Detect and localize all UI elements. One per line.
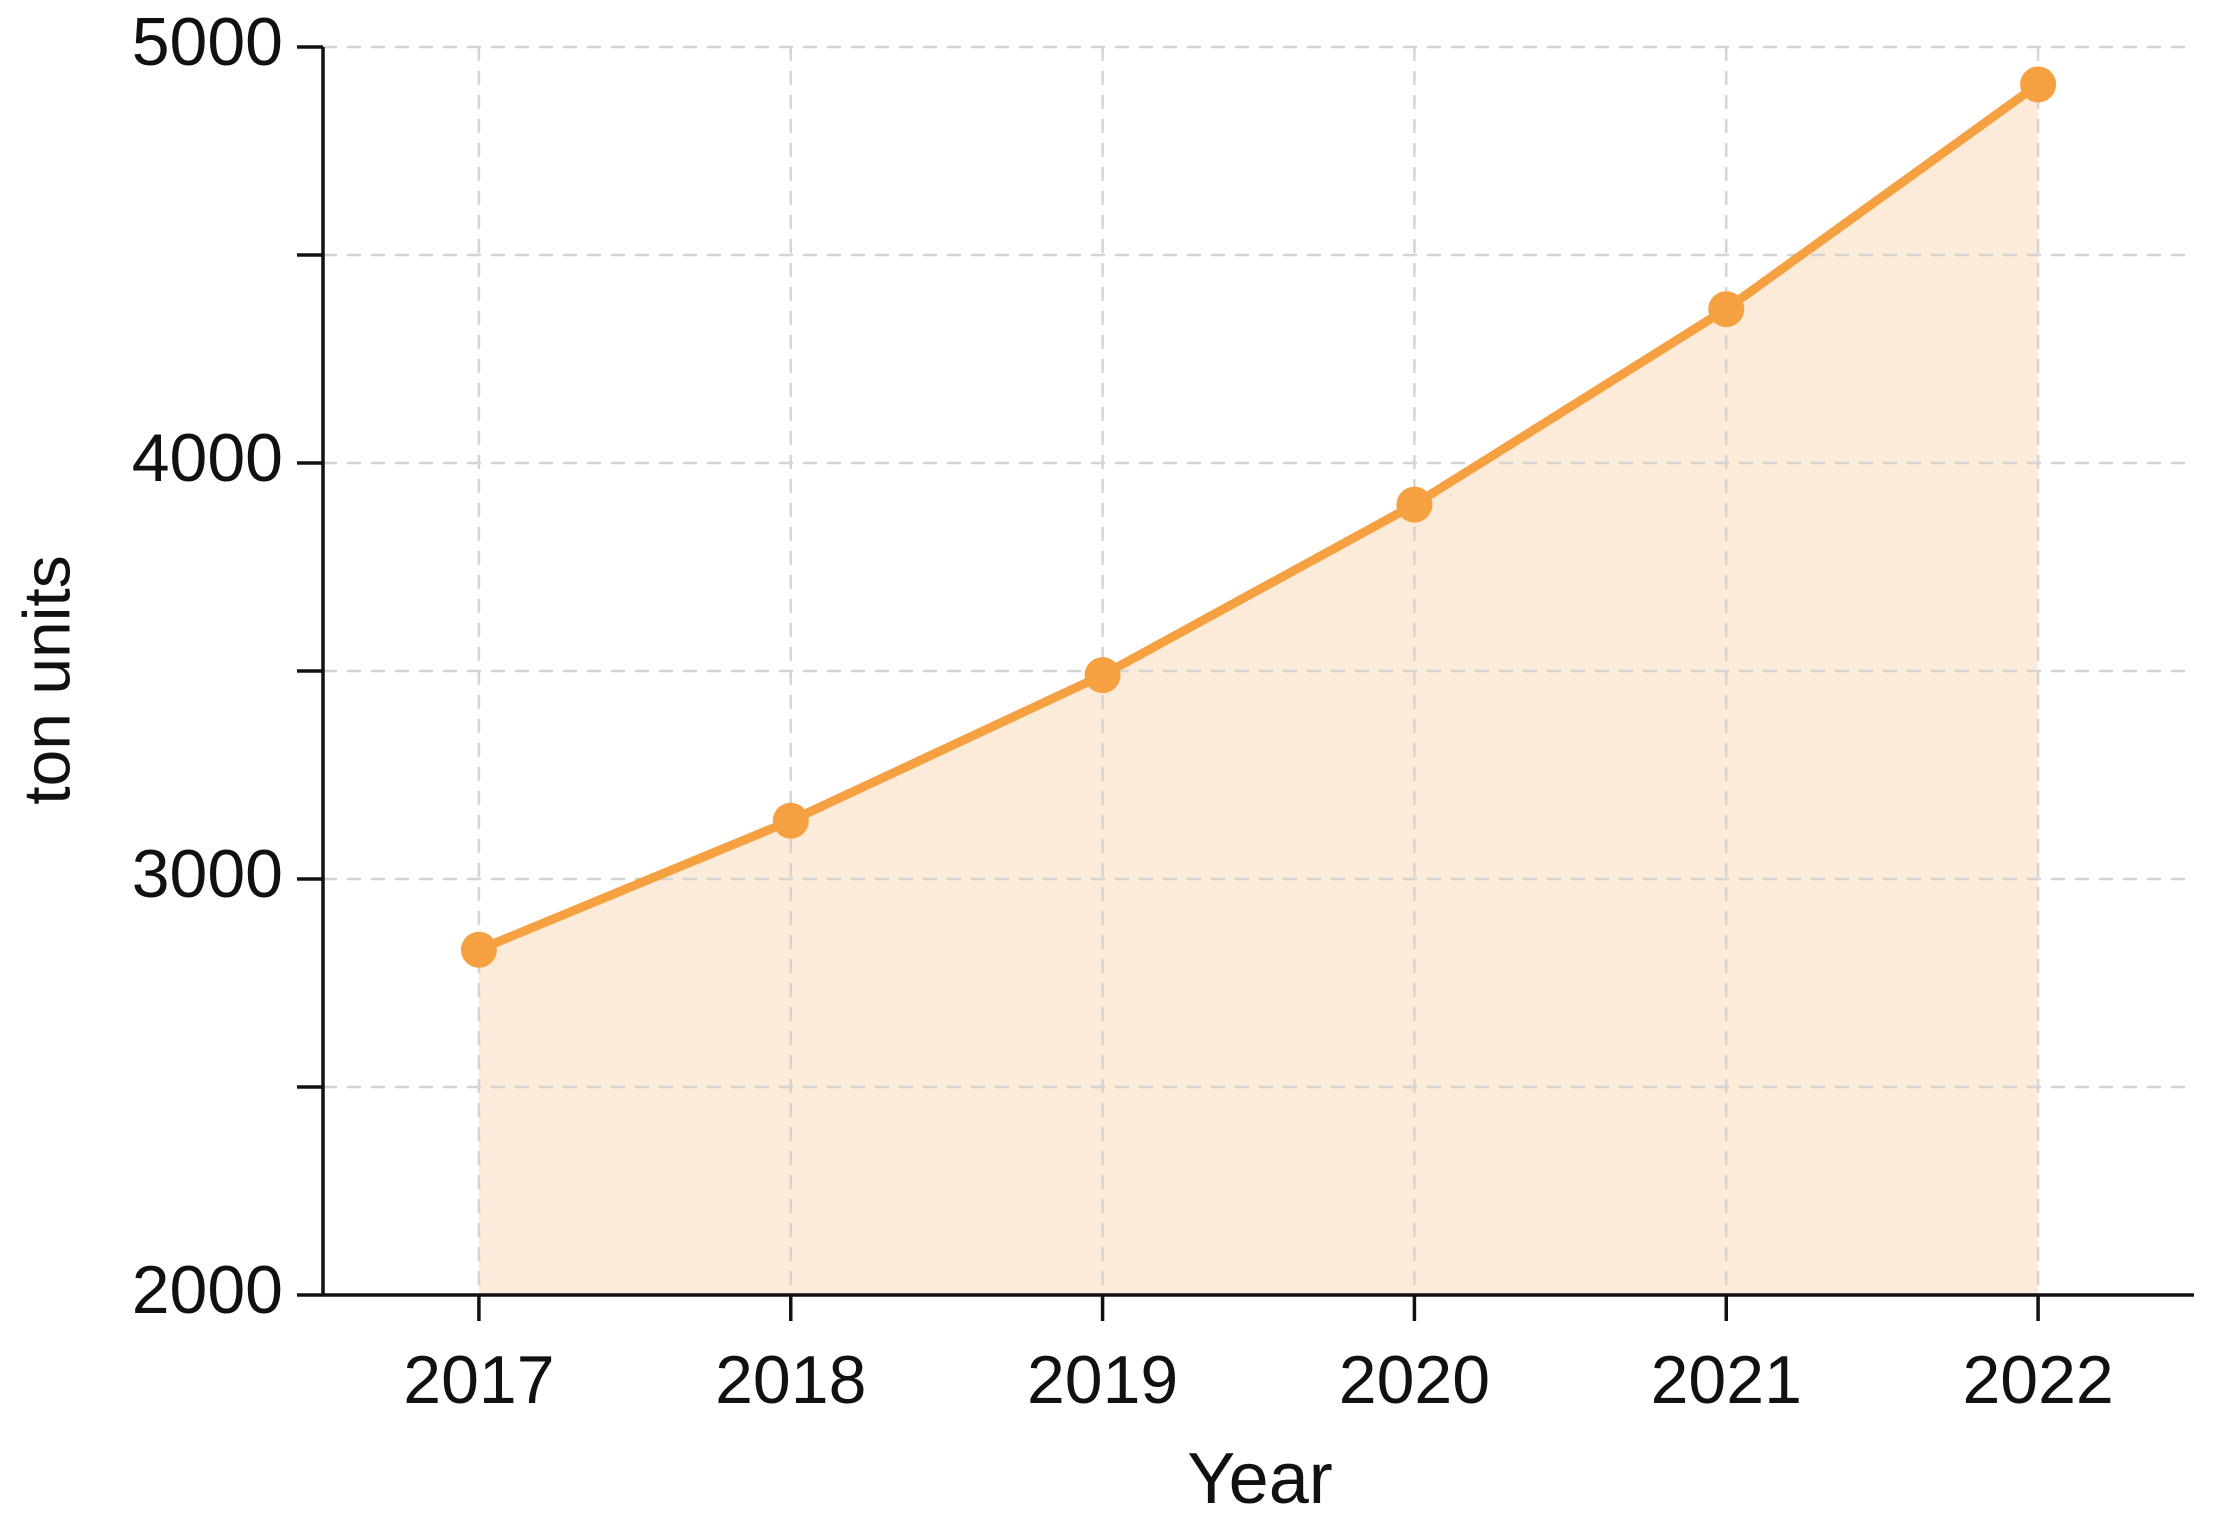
- x-tick-label: 2019: [1027, 1342, 1178, 1418]
- y-axis-title: ton units: [9, 555, 83, 805]
- x-tick-label: 2022: [1962, 1342, 2113, 1418]
- y-tick-label: 2000: [132, 1252, 283, 1328]
- point: [460, 931, 497, 968]
- area: [478, 84, 2039, 1296]
- x-tick-label: 2021: [1651, 1342, 1802, 1418]
- point: [772, 802, 809, 839]
- y-tick-label: 5000: [132, 4, 283, 80]
- x-tick-label: 2020: [1339, 1342, 1490, 1418]
- line: [477, 80, 2041, 954]
- y-tick-label: 4000: [132, 420, 283, 496]
- x-tick-label: 2017: [403, 1342, 554, 1418]
- y-tick-label: 3000: [132, 836, 283, 912]
- x-axis-title: Year: [1187, 1439, 1332, 1519]
- point: [1396, 486, 1433, 523]
- point: [1708, 291, 1745, 328]
- point: [2020, 66, 2057, 103]
- x-tick-label: 2018: [715, 1342, 866, 1418]
- point: [1084, 657, 1121, 694]
